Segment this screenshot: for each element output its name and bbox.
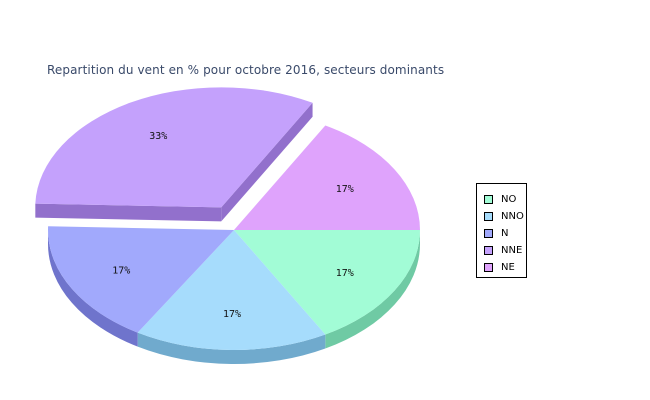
- legend-item-no: NO: [477, 191, 526, 208]
- legend-label-ne: NE: [501, 262, 515, 273]
- slice-cut-wall-nne-1: [221, 102, 313, 222]
- legend-label-nno: NNO: [501, 211, 524, 222]
- slice-nno: [137, 230, 326, 351]
- legend-label-no: NO: [501, 194, 517, 205]
- slice-label-no: 17%: [336, 268, 354, 279]
- legend-swatch-n: [484, 229, 493, 238]
- slice-n: [47, 226, 235, 333]
- slice-no: [234, 230, 420, 335]
- slice-label-nne: 33%: [149, 131, 167, 142]
- slice-label-ne: 17%: [336, 184, 354, 195]
- slice-label-n: 17%: [112, 266, 130, 277]
- slice-side-no: [325, 230, 420, 349]
- legend-swatch-nno: [484, 212, 493, 221]
- slice-nne: [35, 87, 313, 208]
- slice-label-nno: 17%: [223, 309, 241, 320]
- pie-sides: [35, 102, 420, 365]
- pie-slices: [35, 87, 420, 351]
- slice-cut-wall-nne-0: [35, 203, 222, 222]
- legend-label-nne: NNE: [501, 245, 523, 256]
- legend-item-n: N: [477, 225, 526, 242]
- slice-ne: [234, 125, 420, 230]
- legend-swatch-nne: [484, 246, 493, 255]
- pie-labels: 17% 17% 17% 33% 17%: [112, 131, 354, 320]
- slice-side-nno: [137, 332, 326, 365]
- legend-label-n: N: [501, 228, 509, 239]
- legend-item-ne: NE: [477, 259, 526, 276]
- legend-swatch-ne: [484, 263, 493, 272]
- chart-title: Repartition du vent en % pour octobre 20…: [47, 63, 445, 77]
- slice-side-n: [48, 230, 138, 347]
- legend-item-nne: NNE: [477, 242, 526, 259]
- legend-swatch-no: [484, 195, 493, 204]
- legend-item-nno: NNO: [477, 208, 526, 225]
- legend: NO NNO N NNE NE: [476, 183, 527, 278]
